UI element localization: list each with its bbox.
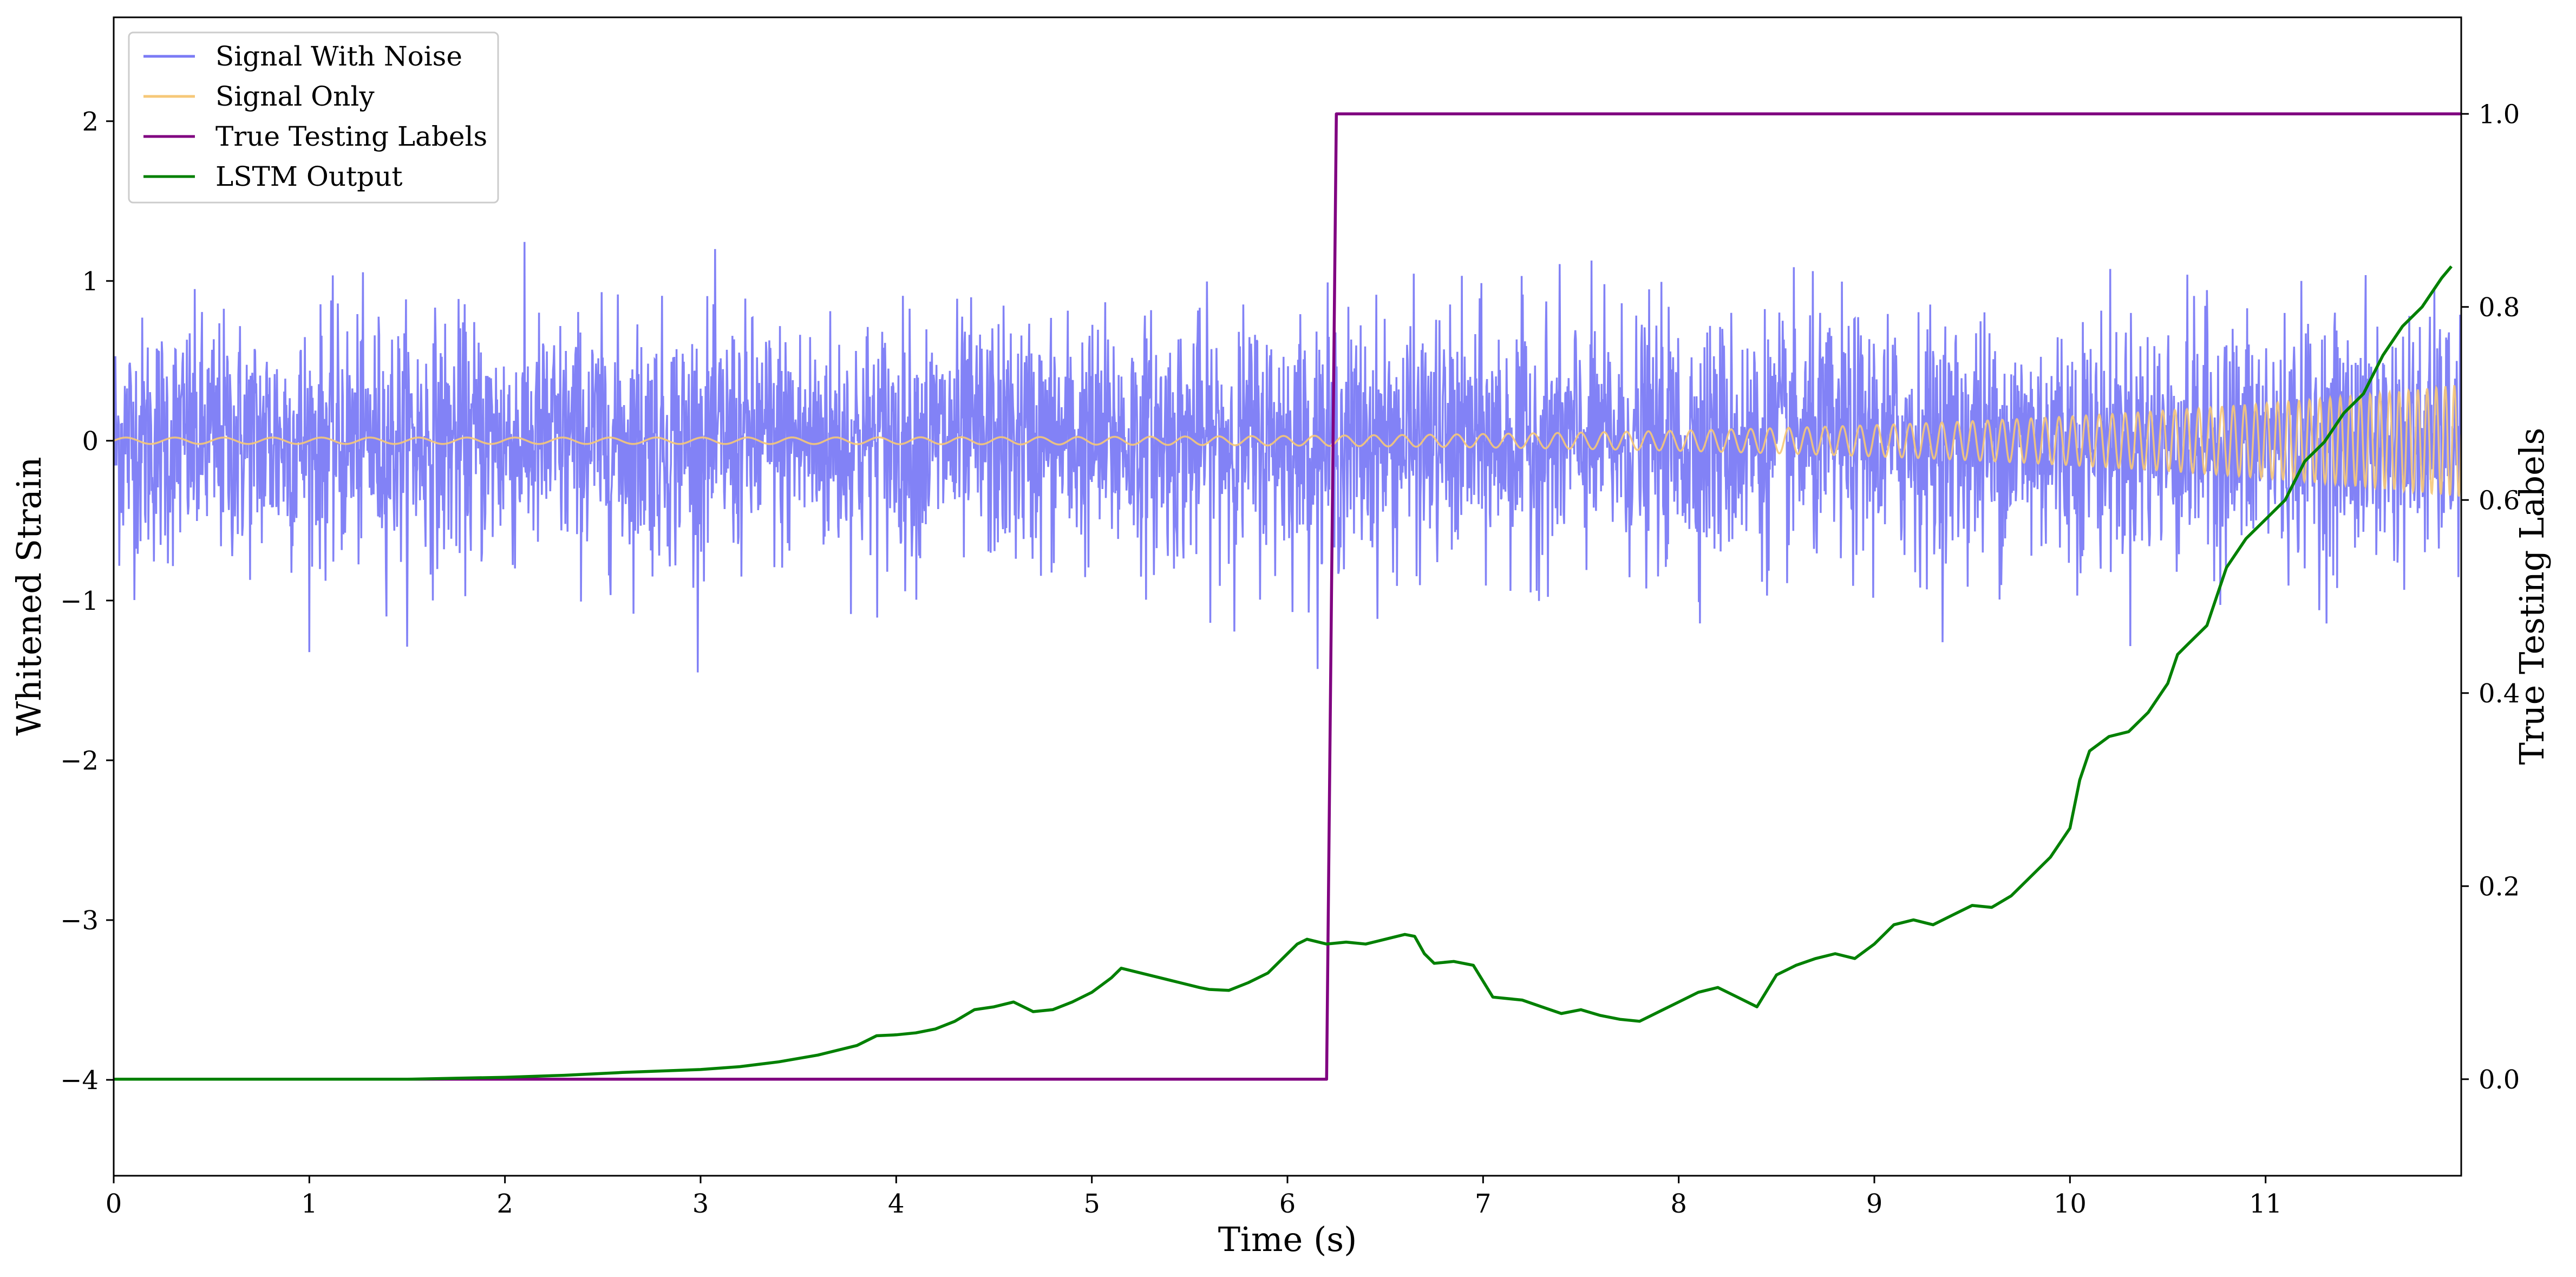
y-left-axis-title: Whitened Strain <box>9 457 49 736</box>
x-tick-label: 5 <box>1083 1189 1100 1219</box>
x-tick-label: 4 <box>888 1189 905 1219</box>
y-right-tick-label: 1.0 <box>2479 99 2520 129</box>
series-line-signal-with-noise <box>114 242 2461 673</box>
y-right-tick-label: 0.2 <box>2479 871 2520 902</box>
legend-label-lstm-output: LSTM Output <box>215 161 402 192</box>
y-right-axis-title: True Testing Labels <box>2512 428 2552 765</box>
x-axis-title: Time (s) <box>1218 1220 1357 1259</box>
x-tick-label: 9 <box>1866 1189 1883 1219</box>
y-right-tick-label: 0.8 <box>2479 292 2520 323</box>
y-left-axis-ticks: −4 −3 −2 −1 0 1 2 <box>60 107 114 1096</box>
x-tick-label: 6 <box>1279 1189 1296 1219</box>
series-line-signal-only <box>114 385 2461 497</box>
legend: Signal With Noise Signal Only True Testi… <box>128 31 499 204</box>
series-layer <box>114 112 2461 1081</box>
legend-label-signal-with-noise: Signal With Noise <box>215 41 462 72</box>
x-tick-label: 3 <box>692 1189 709 1219</box>
x-tick-label: 10 <box>2054 1189 2087 1219</box>
y-right-tick-label: 0.0 <box>2479 1065 2520 1095</box>
legend-label-signal-only: Signal Only <box>215 81 375 112</box>
y-left-tick-label: 0 <box>82 426 99 457</box>
y-left-tick-label: −2 <box>60 746 99 776</box>
y-right-axis-ticks: 0.0 0.2 0.4 0.6 0.8 1.0 <box>2461 99 2520 1095</box>
x-tick-label: 0 <box>106 1189 122 1219</box>
y-left-tick-label: −3 <box>60 905 99 936</box>
series-line-true-testing-labels <box>114 112 2461 1081</box>
x-tick-label: 1 <box>301 1189 318 1219</box>
legend-box <box>128 31 499 204</box>
x-axis-ticks: 0 1 2 3 4 5 6 7 8 9 10 11 <box>106 1176 2282 1219</box>
legend-label-true-testing-labels: True Testing Labels <box>215 121 487 152</box>
y-left-tick-label: 2 <box>82 107 99 137</box>
x-tick-label: 2 <box>496 1189 513 1219</box>
x-tick-label: 7 <box>1475 1189 1492 1219</box>
y-left-tick-label: −4 <box>60 1065 99 1096</box>
series-line-lstm-output <box>114 265 2453 1081</box>
y-right-tick-label: 0.6 <box>2479 485 2520 516</box>
y-left-tick-label: −1 <box>60 586 99 616</box>
x-tick-label: 8 <box>1670 1189 1687 1219</box>
y-right-tick-label: 0.4 <box>2479 679 2520 709</box>
x-tick-label: 11 <box>2249 1189 2282 1219</box>
y-left-tick-label: 1 <box>82 266 99 297</box>
